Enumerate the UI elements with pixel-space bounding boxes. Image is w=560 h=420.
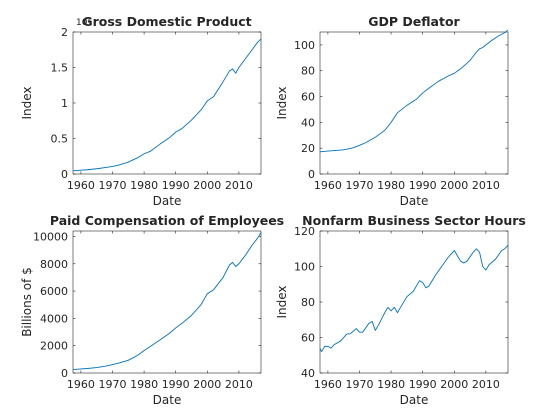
x-tick-label: 1980 [130,378,158,391]
x-axis-label: Date [153,393,182,407]
plot-area [72,230,262,374]
y-tick-label: 1.5 [51,62,69,75]
x-tick-label: 2000 [193,179,221,192]
y-tick-label: 2000 [40,340,68,353]
x-tick-label: 1990 [409,179,437,192]
series-line [72,38,262,172]
y-tick-label: 1 [61,97,68,110]
x-tick-label: 1960 [67,378,95,391]
y-tick-label: 0 [61,168,68,181]
y-axis-label: Index [275,86,289,119]
subplot-2: 1960 1970 1980 1990 2000 2010 0 20 40 60 80 100 GDP … [275,14,509,208]
x-tick-label: 1960 [314,179,342,192]
y-tick-label: 0.5 [51,133,69,146]
x-tick-label: 2010 [225,378,253,391]
y-tick-label: 4000 [40,312,68,325]
x-axis-label: Date [400,393,429,407]
series-line [319,29,509,153]
chart-title: Gross Domestic Product [82,14,251,29]
y-tick-label: 100 [294,39,315,52]
chart-title: Nonfarm Business Sector Hours [302,213,526,228]
plot-area [319,31,509,175]
y-tick-label: 100 [294,261,315,274]
x-tick-label: 1970 [345,378,373,391]
x-tick-label: 1960 [314,378,342,391]
y-tick-label: 120 [294,225,315,238]
y-tick-label: 0 [308,168,315,181]
y-exponent-label: 10⁴ [76,18,91,28]
y-tick-label: 8000 [40,258,68,271]
x-axis-label: Date [153,194,182,208]
subplot-4: 1960 1970 1980 1990 2000 2010 40 60 80 100 120Nonf… [275,213,526,407]
y-tick-label: 60 [301,91,315,104]
y-tick-label: 40 [301,116,315,129]
y-axis-label: Billions of $ [20,267,34,337]
x-axis-label: Date [400,194,429,208]
y-tick-label: 20 [301,142,315,155]
x-tick-label: 2010 [472,378,500,391]
y-tick-label: 6000 [40,285,68,298]
y-axis-label: Index [275,285,289,318]
chart-title: Paid Compensation of Employees [50,213,284,228]
x-tick-label: 1970 [345,179,373,192]
x-tick-label: 1980 [130,179,158,192]
x-tick-label: 1970 [98,378,126,391]
x-tick-label: 1980 [377,378,405,391]
subplot-3: 1960 1970 1980 1990 2000 20100200040006000800… [20,213,284,407]
x-tick-label: 1990 [409,378,437,391]
x-tick-label: 2000 [440,378,468,391]
x-tick-label: 2010 [225,179,253,192]
x-tick-label: 1990 [162,378,190,391]
plot-area [72,31,262,175]
x-tick-label: 1990 [162,179,190,192]
x-tick-label: 2000 [193,378,221,391]
y-tick-label: 0 [61,367,68,380]
x-tick-label: 2010 [472,179,500,192]
y-axis-label: Index [20,86,34,119]
y-tick-label: 2 [61,26,68,39]
series-line [72,232,262,371]
x-tick-label: 1970 [98,179,126,192]
subplot-1: 1960 1970 1980 1990 2000 2010 0 0.5 1 1.5 2 Gross D… [20,14,262,208]
y-tick-label: 10000 [33,230,68,243]
y-tick-label: 80 [301,65,315,78]
x-tick-label: 2000 [440,179,468,192]
y-tick-label: 40 [301,367,315,380]
y-tick-label: 80 [301,296,315,309]
series-line [319,244,509,353]
plot-area [319,230,509,374]
x-tick-label: 1960 [67,179,95,192]
y-tick-label: 60 [301,332,315,345]
x-tick-label: 1980 [377,179,405,192]
chart-title: GDP Deflator [368,14,460,29]
